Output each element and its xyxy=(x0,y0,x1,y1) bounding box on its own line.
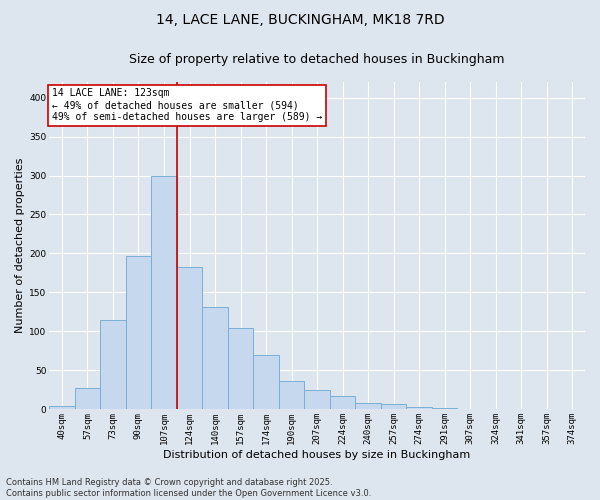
Text: 14 LACE LANE: 123sqm
← 49% of detached houses are smaller (594)
49% of semi-deta: 14 LACE LANE: 123sqm ← 49% of detached h… xyxy=(52,88,322,122)
Bar xyxy=(228,328,253,409)
Bar xyxy=(100,320,126,410)
Bar xyxy=(279,380,304,410)
Bar xyxy=(151,176,177,410)
Bar xyxy=(75,388,100,409)
Text: 14, LACE LANE, BUCKINGHAM, MK18 7RD: 14, LACE LANE, BUCKINGHAM, MK18 7RD xyxy=(155,12,445,26)
Bar xyxy=(534,408,559,410)
Bar xyxy=(304,390,330,409)
Bar xyxy=(202,308,228,410)
Bar xyxy=(483,408,508,410)
Bar xyxy=(432,408,457,410)
Bar xyxy=(253,355,279,410)
Bar xyxy=(126,256,151,410)
Bar xyxy=(355,403,381,409)
Bar xyxy=(330,396,355,409)
Y-axis label: Number of detached properties: Number of detached properties xyxy=(15,158,25,334)
Bar xyxy=(49,406,75,409)
Bar xyxy=(177,266,202,410)
Text: Contains HM Land Registry data © Crown copyright and database right 2025.
Contai: Contains HM Land Registry data © Crown c… xyxy=(6,478,371,498)
Bar xyxy=(381,404,406,409)
X-axis label: Distribution of detached houses by size in Buckingham: Distribution of detached houses by size … xyxy=(163,450,471,460)
Bar xyxy=(406,407,432,410)
Title: Size of property relative to detached houses in Buckingham: Size of property relative to detached ho… xyxy=(130,52,505,66)
